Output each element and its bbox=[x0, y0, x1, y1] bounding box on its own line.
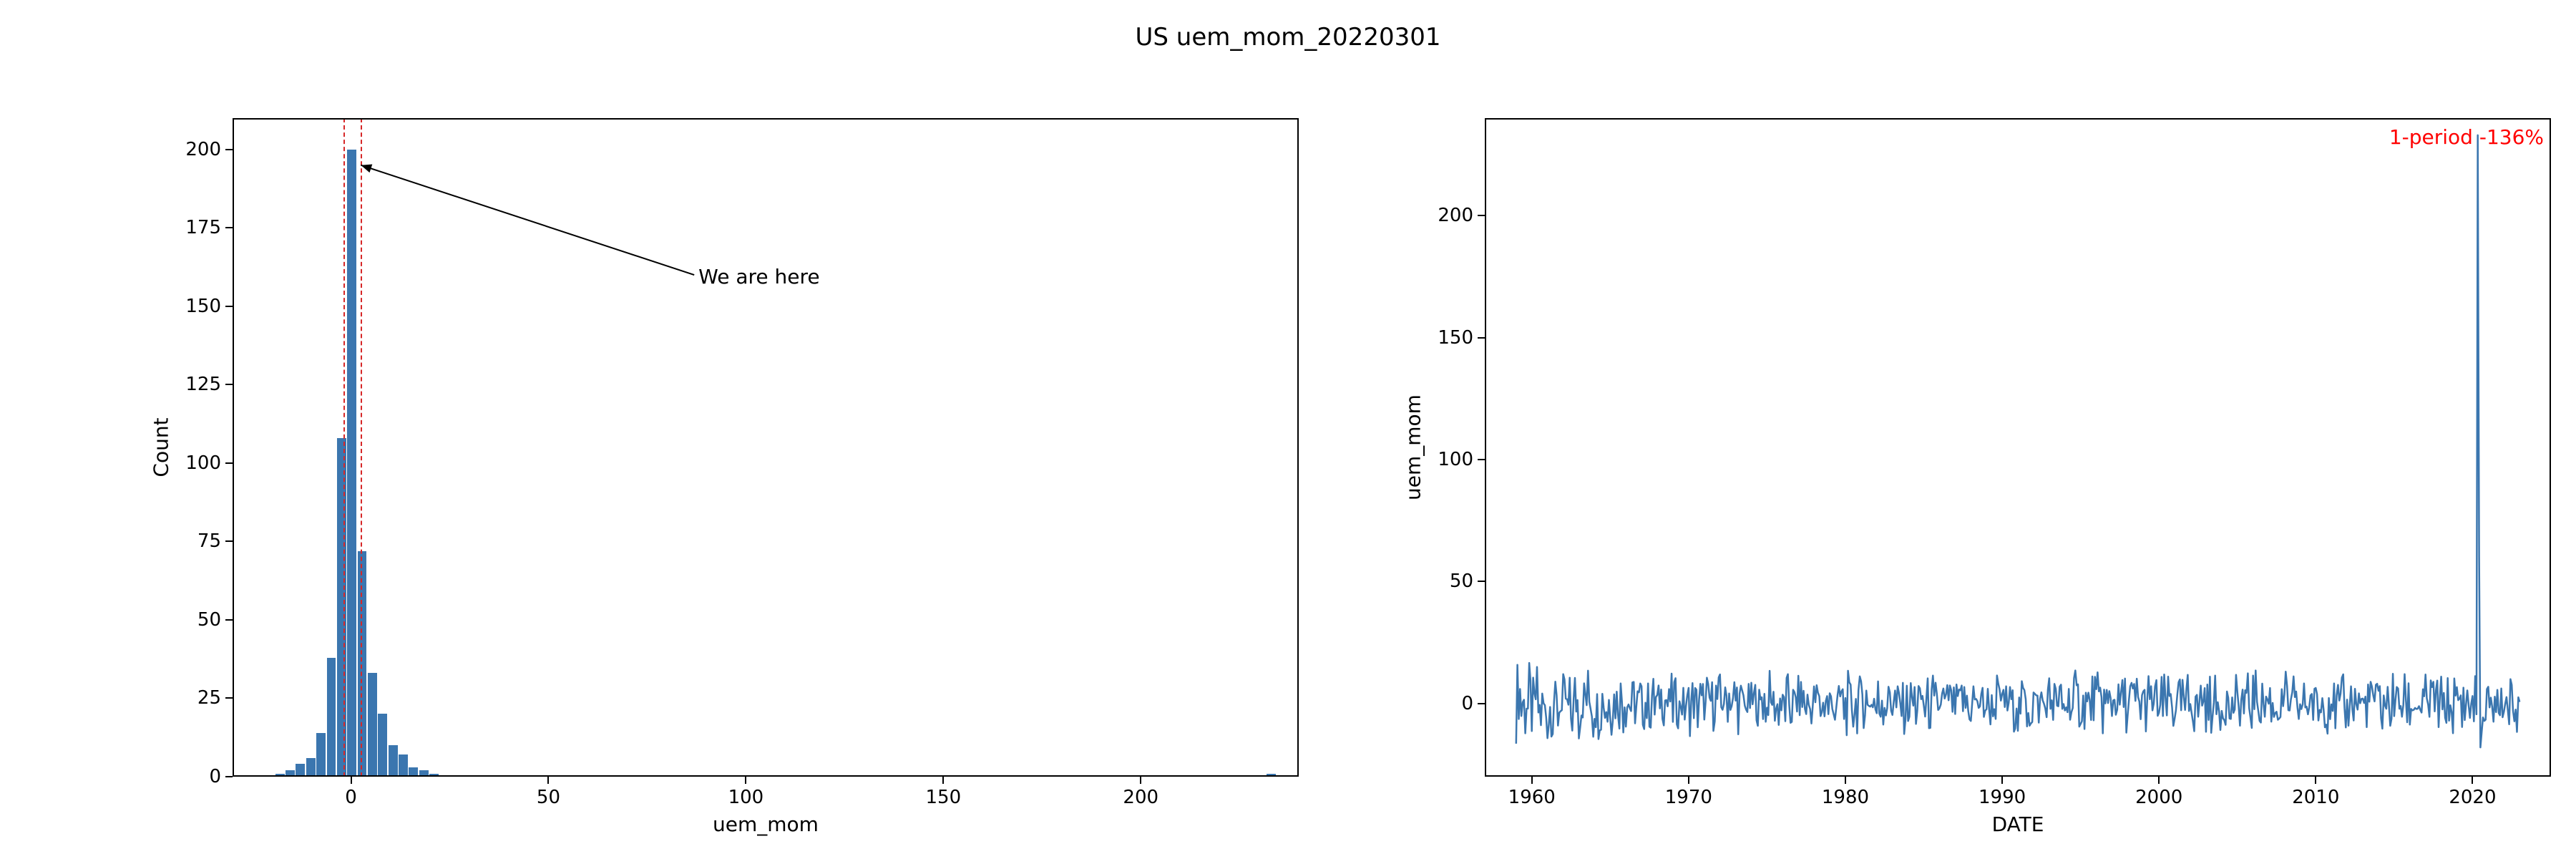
timeseries-panel: 1-period -136% bbox=[1485, 118, 2551, 777]
timeseries-ylabel: uem_mom bbox=[1402, 394, 1425, 500]
annotation-text: We are here bbox=[698, 265, 819, 288]
histogram-xlabel: uem_mom bbox=[233, 812, 1299, 836]
corner-annotation: 1-period -136% bbox=[2389, 125, 2544, 149]
figure-suptitle: US uem_mom_20220301 bbox=[0, 23, 2576, 52]
histogram-panel: We are here bbox=[233, 118, 1299, 777]
timeseries-xlabel: DATE bbox=[1485, 812, 2551, 836]
figure: US uem_mom_20220301 We are here 05010015… bbox=[0, 0, 2576, 859]
timeseries-line bbox=[1485, 118, 2551, 777]
annotation-arrow bbox=[233, 118, 1299, 777]
histogram-ylabel: Count bbox=[150, 417, 173, 477]
